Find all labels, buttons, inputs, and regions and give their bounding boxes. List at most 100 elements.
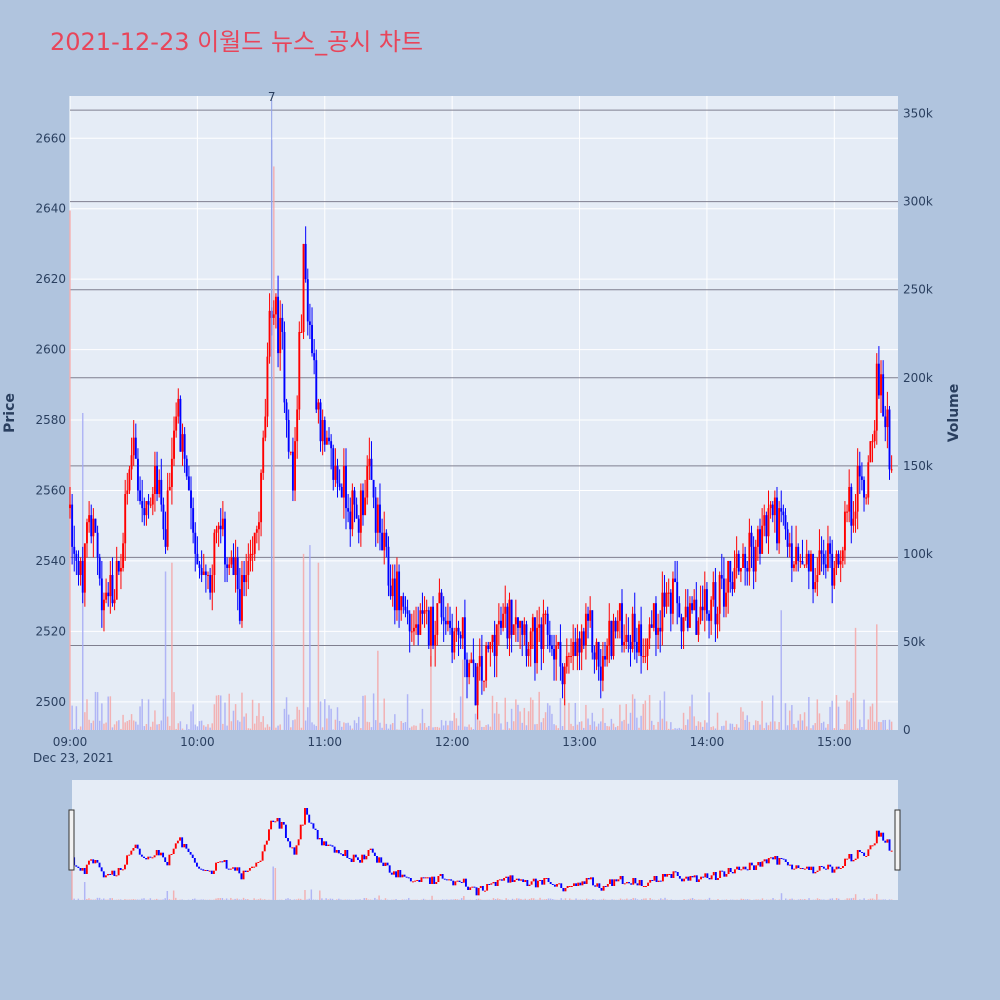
slider-candle <box>767 858 770 864</box>
candle-body <box>349 511 352 530</box>
candle-body <box>820 550 823 554</box>
candle-body <box>695 599 698 635</box>
slider-candle <box>653 876 656 881</box>
slider-candle <box>636 883 639 886</box>
slider-candle <box>664 874 666 877</box>
candle-body <box>406 610 409 614</box>
volume-bar <box>211 723 213 730</box>
slider-candle <box>805 866 808 869</box>
candle-body <box>370 458 373 480</box>
candle-body <box>183 434 186 459</box>
candle-body <box>625 634 628 642</box>
slider-candle <box>257 862 260 863</box>
candle-body <box>115 560 118 600</box>
horizontal-lines <box>70 109 898 646</box>
slider-candle <box>528 884 531 886</box>
volume-bar <box>884 719 887 730</box>
slider-candle <box>697 879 700 882</box>
candle-body <box>253 532 256 554</box>
candle-body <box>285 402 288 421</box>
volume-bar <box>360 728 362 730</box>
slider-candle <box>98 862 101 868</box>
slider-volume-bar <box>539 897 541 900</box>
slider-candle <box>107 874 109 876</box>
candle-body <box>846 511 849 513</box>
slider-candle <box>526 880 529 886</box>
candle-body <box>224 518 226 565</box>
volume-bar <box>177 723 180 730</box>
slider-candle <box>132 848 135 851</box>
volume-bar <box>169 725 171 730</box>
slider-candle <box>818 866 821 871</box>
candle-body <box>427 610 430 646</box>
volume-bar <box>124 722 126 730</box>
candle-body <box>642 656 645 658</box>
slider-volume-bar <box>244 899 247 900</box>
slider-candle <box>403 874 406 877</box>
volume-bar <box>137 724 139 730</box>
volume-bar <box>300 727 303 730</box>
candle-body <box>614 620 617 632</box>
slider-volume-bar <box>708 897 711 900</box>
volume-bar <box>455 718 458 730</box>
range-slider-left-handle[interactable] <box>68 809 75 871</box>
volume-bar <box>366 721 368 730</box>
volume-bar <box>498 713 500 730</box>
volume-bar <box>324 699 326 730</box>
price-tick-label: 2560 <box>35 483 66 497</box>
candle-body <box>756 529 759 547</box>
slider-volume-bar <box>755 899 757 900</box>
candle-body <box>374 497 377 533</box>
candle-body <box>612 620 615 657</box>
slider-candle <box>236 867 239 871</box>
candle-body <box>746 567 749 572</box>
slider-candle <box>183 844 186 848</box>
slider-volume-bar <box>797 899 800 900</box>
candle-body <box>759 529 761 554</box>
candle-body <box>831 553 834 586</box>
slider-candle <box>149 856 152 858</box>
volume-bar <box>593 721 596 730</box>
volume-bar <box>767 725 770 730</box>
slider-candle <box>774 856 777 860</box>
volume-bar <box>882 720 884 730</box>
volume-bar <box>822 721 825 730</box>
slider-candle <box>693 875 696 878</box>
slider-volume-bar <box>725 899 728 900</box>
volume-axis: 0 50k 100k 150k 200k 250k 300k 350k <box>903 107 933 737</box>
volume-bar <box>810 728 812 730</box>
slider-candle <box>320 838 323 846</box>
volume-tick-label: 350k <box>903 107 933 121</box>
slider-candle <box>481 886 484 891</box>
candle-body <box>536 627 539 664</box>
candle-body <box>79 560 82 576</box>
candle-body <box>644 656 647 658</box>
candle-body <box>531 617 534 632</box>
candle-body <box>410 631 413 633</box>
range-slider[interactable] <box>72 780 898 900</box>
volume-bar <box>190 711 192 730</box>
slider-candle <box>96 860 99 863</box>
time-tick-label: 14:00 <box>690 735 725 749</box>
slider-candle <box>151 857 154 859</box>
volume-bar <box>196 726 199 730</box>
slider-candle <box>589 877 592 880</box>
slider-candle <box>206 870 209 871</box>
candle-body <box>338 483 341 487</box>
volume-bar <box>795 727 797 730</box>
slider-candle <box>272 820 275 822</box>
slider-candle <box>808 866 810 870</box>
candle-body <box>393 578 396 611</box>
slider-candle <box>560 883 563 888</box>
volume-bar <box>529 697 532 730</box>
volume-bar <box>682 712 685 730</box>
range-slider-right-handle[interactable] <box>894 809 901 871</box>
volume-bar <box>258 703 260 730</box>
volume-bar <box>585 704 587 730</box>
volume-bar <box>213 704 216 730</box>
main-plot-area[interactable] <box>70 96 898 730</box>
slider-candle <box>392 871 395 875</box>
candle-body <box>676 582 679 604</box>
slider-candle <box>179 837 181 841</box>
slider-candle <box>765 859 768 864</box>
